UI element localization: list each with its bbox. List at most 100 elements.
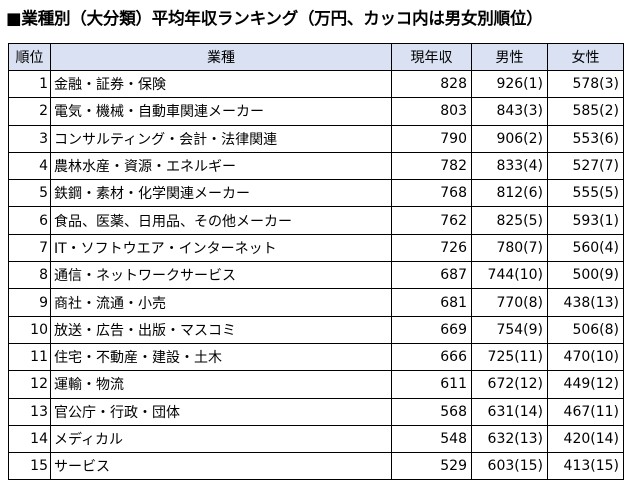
table-row: 12 運輸・物流 611 672(12) 449(12): [8, 370, 624, 399]
current-salary-cell: 762: [391, 206, 472, 235]
rank-cell: 8: [8, 261, 51, 290]
rank-cell: 9: [8, 288, 51, 317]
category-cell: 電気・機械・自動車関連メーカー: [50, 97, 392, 126]
category-cell: 通信・ネットワークサービス: [50, 261, 392, 290]
male-salary-cell: 906(2): [471, 124, 548, 153]
table-body: 1 金融・証券・保険 828 926(1) 578(3) 2 電気・機械・自動車関連メーカー…: [8, 69, 624, 481]
female-salary-cell: 413(15): [547, 452, 624, 481]
category-cell: コンサルティング・会計・法律関連: [50, 124, 392, 153]
rank-cell: 13: [8, 397, 51, 426]
current-salary-cell: 687: [391, 261, 472, 290]
female-salary-cell: 527(7): [547, 151, 624, 181]
table-row: 1 金融・証券・保険 828 926(1) 578(3): [8, 69, 624, 99]
table-row: 15 サービス 529 603(15) 413(15): [8, 452, 624, 481]
table-row: 6 食品、医薬、日用品、その他メーカー 762 825(5) 593(1): [8, 206, 624, 235]
table-header: 順位 業種 現年収 男性 女性: [8, 43, 624, 71]
category-cell: 農林水産・資源・エネルギー: [50, 151, 392, 181]
category-cell: 鉄鋼・素材・化学関連メーカー: [50, 179, 392, 208]
header-female: 女性: [547, 43, 624, 71]
male-salary-cell: 825(5): [471, 206, 548, 235]
female-salary-cell: 585(2): [547, 97, 624, 126]
category-cell: 運輸・物流: [50, 370, 392, 399]
rank-cell: 14: [8, 424, 51, 454]
female-salary-cell: 500(9): [547, 261, 624, 290]
female-salary-cell: 593(1): [547, 206, 624, 235]
female-salary-cell: 438(13): [547, 288, 624, 317]
table-row: 4 農林水産・資源・エネルギー 782 833(4) 527(7): [8, 151, 624, 181]
rank-cell: 6: [8, 206, 51, 235]
rank-cell: 10: [8, 315, 51, 344]
current-salary-cell: 669: [391, 315, 472, 344]
female-salary-cell: 420(14): [547, 424, 624, 454]
rank-cell: 2: [8, 97, 51, 126]
male-salary-cell: 603(15): [471, 452, 548, 481]
male-salary-cell: 754(9): [471, 315, 548, 344]
header-male: 男性: [471, 43, 548, 71]
category-cell: 官公庁・行政・団体: [50, 397, 392, 426]
rank-cell: 12: [8, 370, 51, 399]
category-cell: サービス: [50, 452, 392, 481]
current-salary-cell: 790: [391, 124, 472, 153]
category-cell: 金融・証券・保険: [50, 69, 392, 99]
current-salary-cell: 782: [391, 151, 472, 181]
rank-cell: 3: [8, 124, 51, 153]
male-salary-cell: 843(3): [471, 97, 548, 126]
rank-cell: 4: [8, 151, 51, 181]
category-cell: IT・ソフトウエア・インターネット: [50, 233, 392, 263]
table-row: 5 鉄鋼・素材・化学関連メーカー 768 812(6) 555(5): [8, 179, 624, 208]
category-cell: 商社・流通・小売: [50, 288, 392, 317]
current-salary-cell: 548: [391, 424, 472, 454]
current-salary-cell: 529: [391, 452, 472, 481]
current-salary-cell: 666: [391, 342, 472, 372]
male-salary-cell: 770(8): [471, 288, 548, 317]
male-salary-cell: 780(7): [471, 233, 548, 263]
male-salary-cell: 744(10): [471, 261, 548, 290]
ranking-table: 順位 業種 現年収 男性 女性 1 金融・証券・保険 828 926(1) 578(3)…: [8, 43, 624, 481]
rank-cell: 1: [8, 69, 51, 99]
male-salary-cell: 833(4): [471, 151, 548, 181]
female-salary-cell: 467(11): [547, 397, 624, 426]
male-salary-cell: 672(12): [471, 370, 548, 399]
header-rank: 順位: [8, 43, 51, 71]
female-salary-cell: 470(10): [547, 342, 624, 372]
table-row: 13 官公庁・行政・団体 568 631(14) 467(11): [8, 397, 624, 426]
header-row: 順位 業種 現年収 男性 女性: [8, 43, 624, 71]
current-salary-cell: 726: [391, 233, 472, 263]
male-salary-cell: 631(14): [471, 397, 548, 426]
table-row: 11 住宅・不動産・建設・土木 666 725(11) 470(10): [8, 342, 624, 372]
current-salary-cell: 681: [391, 288, 472, 317]
male-salary-cell: 926(1): [471, 69, 548, 99]
header-current-salary: 現年収: [391, 43, 472, 71]
table-row: 3 コンサルティング・会計・法律関連 790 906(2) 553(6): [8, 124, 624, 153]
category-cell: 食品、医薬、日用品、その他メーカー: [50, 206, 392, 235]
current-salary-cell: 611: [391, 370, 472, 399]
category-cell: メディカル: [50, 424, 392, 454]
header-category: 業種: [50, 43, 392, 71]
female-salary-cell: 449(12): [547, 370, 624, 399]
female-salary-cell: 506(8): [547, 315, 624, 344]
male-salary-cell: 812(6): [471, 179, 548, 208]
female-salary-cell: 553(6): [547, 124, 624, 153]
current-salary-cell: 803: [391, 97, 472, 126]
table-row: 14 メディカル 548 632(13) 420(14): [8, 424, 624, 454]
table-row: 7 IT・ソフトウエア・インターネット 726 780(7) 560(4): [8, 233, 624, 263]
category-cell: 放送・広告・出版・マスコミ: [50, 315, 392, 344]
table-row: 9 商社・流通・小売 681 770(8) 438(13): [8, 288, 624, 317]
category-cell: 住宅・不動産・建設・土木: [50, 342, 392, 372]
male-salary-cell: 725(11): [471, 342, 548, 372]
current-salary-cell: 568: [391, 397, 472, 426]
rank-cell: 7: [8, 233, 51, 263]
female-salary-cell: 578(3): [547, 69, 624, 99]
table-row: 10 放送・広告・出版・マスコミ 669 754(9) 506(8): [8, 315, 624, 344]
male-salary-cell: 632(13): [471, 424, 548, 454]
rank-cell: 5: [8, 179, 51, 208]
table-row: 8 通信・ネットワークサービス 687 744(10) 500(9): [8, 261, 624, 290]
page-title: ■業種別（大分類）平均年収ランキング（万円、カッコ内は男女別順位）: [6, 9, 543, 28]
rank-cell: 11: [8, 342, 51, 372]
female-salary-cell: 555(5): [547, 179, 624, 208]
table-row: 2 電気・機械・自動車関連メーカー 803 843(3) 585(2): [8, 97, 624, 126]
female-salary-cell: 560(4): [547, 233, 624, 263]
current-salary-cell: 768: [391, 179, 472, 208]
current-salary-cell: 828: [391, 69, 472, 99]
